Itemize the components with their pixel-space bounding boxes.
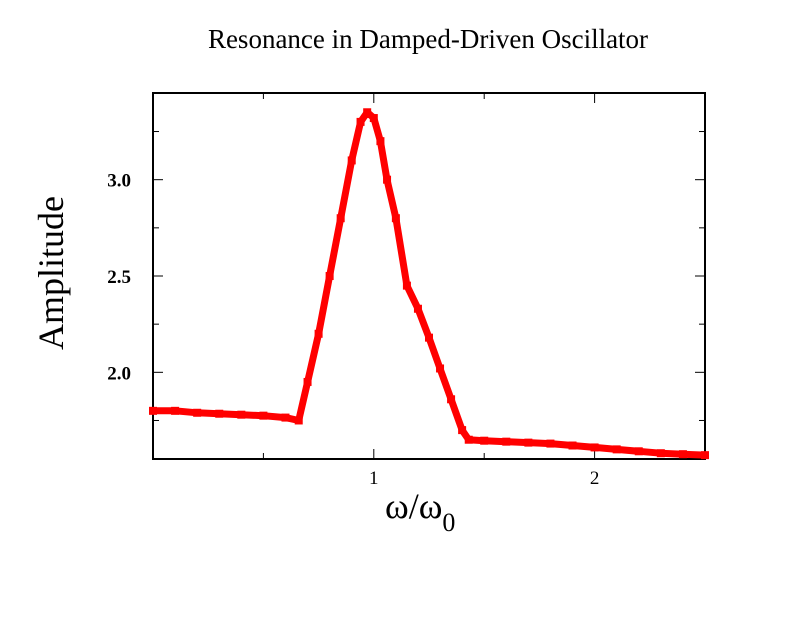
plot-frame [152,92,706,460]
data-point [458,426,467,435]
data-point [464,435,473,444]
x-axis-label-subscript: 0 [442,508,455,537]
data-point [356,117,365,126]
data-point [237,410,246,419]
data-point [524,438,533,447]
data-point [425,333,433,342]
data-point [436,364,445,373]
data-point [325,272,334,280]
data-point [678,450,687,459]
data-point [369,114,378,123]
data-point [612,445,621,454]
y-tick-label: 3.0 [107,171,131,192]
plot-area: 1 2 2.0 2.5 3.0 [107,92,709,489]
data-point [303,377,312,386]
data-point [314,329,323,338]
x-tick-label: 1 [369,468,379,489]
data-point [294,416,303,425]
data-point [590,443,599,452]
data-point [568,441,577,450]
data-point [376,137,385,146]
y-tick-label: 2.0 [107,363,131,384]
data-point [634,447,643,456]
data-point [363,108,372,117]
data-point [336,214,345,223]
data-point [193,408,202,417]
data-point [281,413,290,422]
data-point [215,409,224,418]
data-point [656,449,665,458]
y-axis-label: Amplitude [31,196,71,350]
data-point [391,214,400,223]
data-point [546,439,555,448]
data-point [447,395,456,404]
data-point [259,411,268,420]
chart-title: Resonance in Damped-Driven Oscillator [208,24,648,54]
data-point [402,281,411,290]
data-point [171,406,180,415]
data-point [480,436,489,445]
series-trail [149,108,709,459]
x-axis-label: ω/ω0 [385,486,455,537]
y-tick-label: 2.5 [107,267,131,288]
data-point [701,451,709,460]
data-point [347,156,356,165]
x-axis-label-main: ω/ω [385,486,442,526]
data-point [502,437,511,446]
data-point [149,406,157,415]
data-point [383,175,392,184]
x-tick-label: 2 [590,468,600,489]
data-point [413,304,422,313]
